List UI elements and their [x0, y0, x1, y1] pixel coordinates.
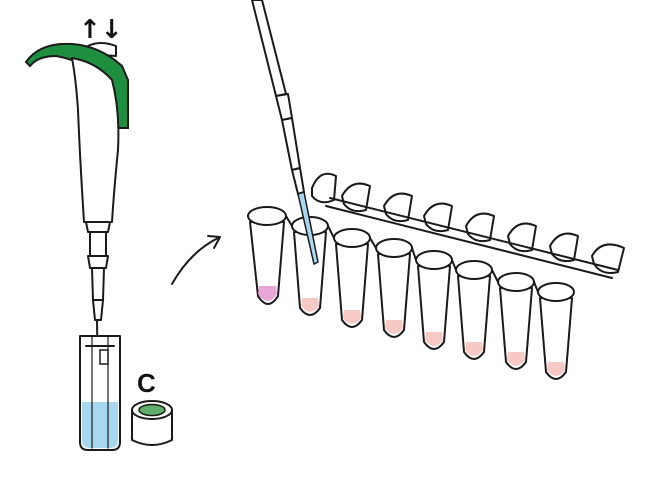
tube-liquid	[82, 402, 118, 448]
strip-tubes	[249, 221, 573, 380]
cap-icon	[131, 400, 173, 446]
plunger-arrows: ↑↓	[79, 15, 123, 45]
pcr-strip-icon	[247, 0, 625, 380]
strip-rims	[247, 206, 575, 302]
arrow-icon	[171, 235, 221, 285]
strip-caps	[311, 172, 625, 279]
step-label: C	[137, 368, 156, 398]
sample-tube-icon	[79, 335, 121, 451]
sample-magenta	[258, 286, 277, 301]
pipette-icon: ↑↓	[24, 15, 129, 389]
pipette-tip-in-tube	[251, 0, 319, 266]
cap-top	[138, 403, 166, 417]
